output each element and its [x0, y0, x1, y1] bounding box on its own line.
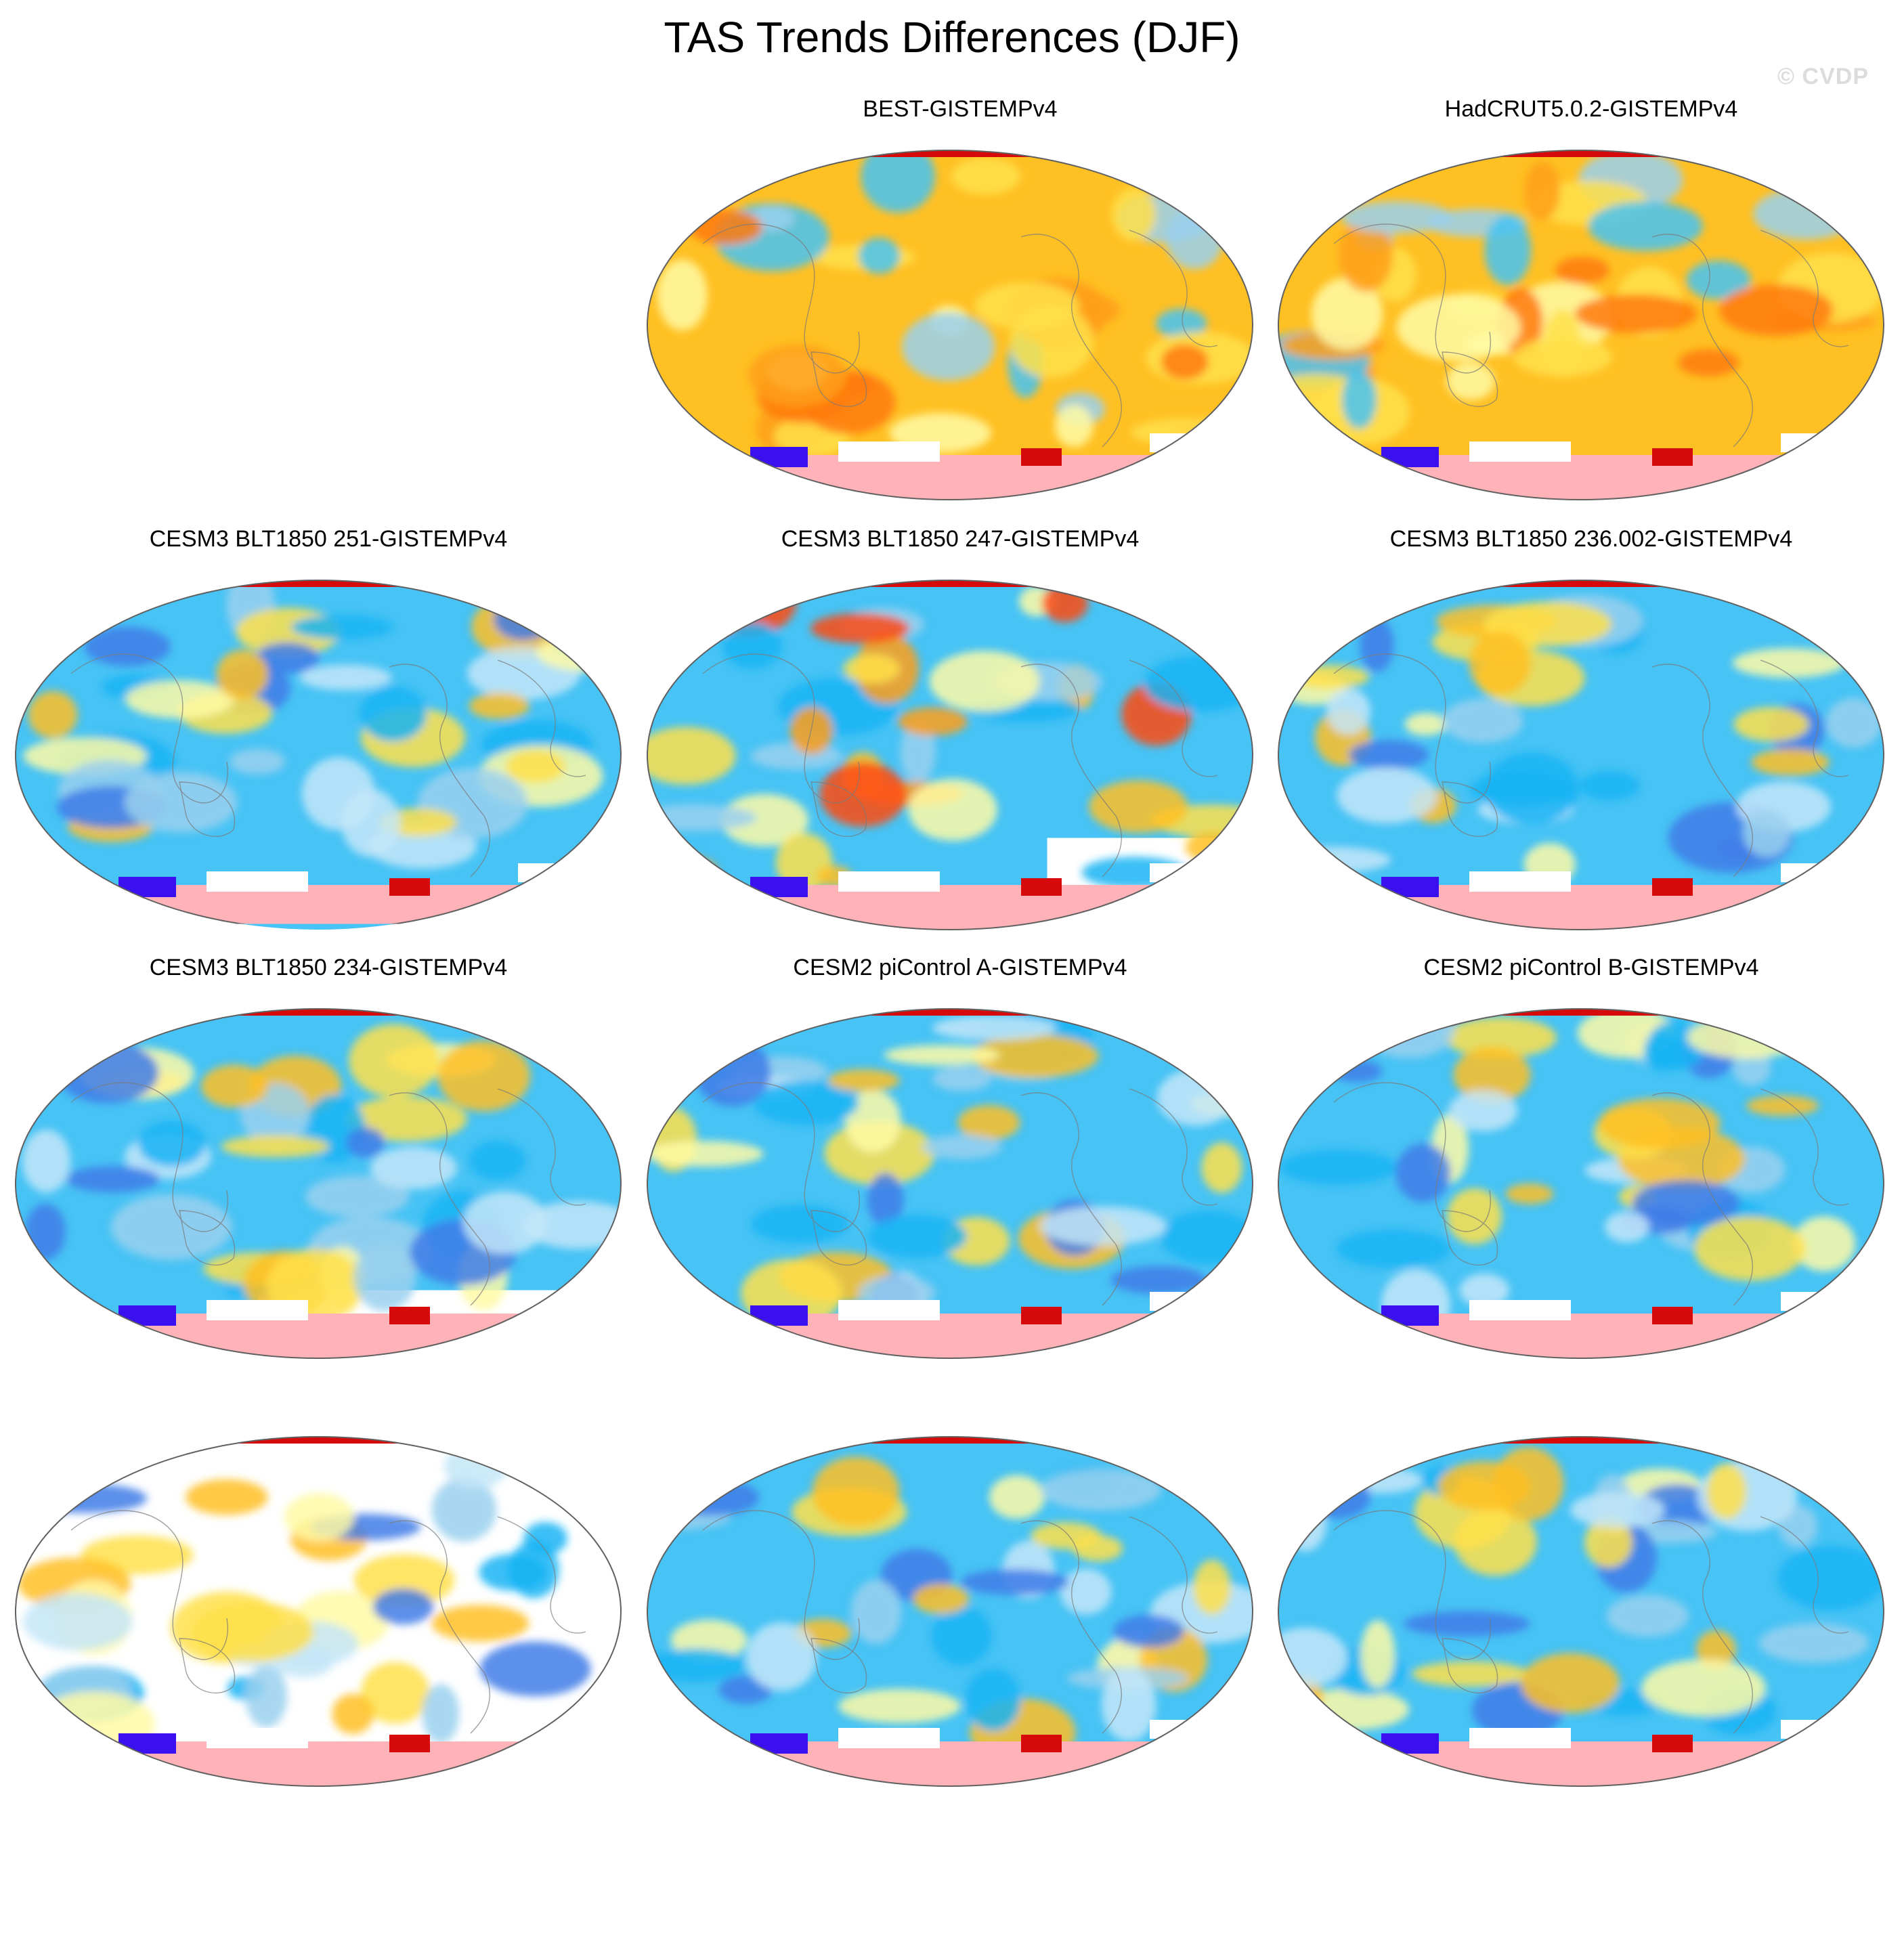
colorbar-swatch [1539, 1863, 1605, 1894]
colorbar-swatch [1146, 1863, 1212, 1894]
trend-map [642, 129, 1258, 508]
colorbar-tick-label: -0.5 [792, 1907, 848, 1943]
map-panel: CESM2 piControl C-GISTEMPv4 [10, 1383, 647, 1789]
map-panel: CESM3 BLT1850 234-GISTEMPv4 [10, 955, 647, 1361]
colorbar-tick-label: 6 [1465, 1907, 1483, 1943]
colorbar-svg: -6 -4 -2 -0.5 0 0.5 2 4 6 [0, 1855, 1904, 1947]
colorbar-swatch [819, 1863, 885, 1894]
map-panel: CESM3 BLT1850 236.002-GISTEMPv4 [1273, 526, 1904, 932]
colorbar-tick-label: -4 [543, 1907, 572, 1943]
panel-title: CESM2 piControl B-GISTEMPv4 [1273, 955, 1904, 981]
colorbar-swatch [754, 1863, 820, 1894]
trend-map [642, 559, 1258, 938]
colorbar-tick-label: -2 [674, 1907, 704, 1943]
trend-map [10, 987, 626, 1366]
colorbar-swatch [689, 1863, 754, 1894]
colorbar-swatch [1408, 1863, 1474, 1894]
colorbar-tick-label: 2 [1203, 1907, 1221, 1943]
colorbar-swatch [427, 1863, 492, 1894]
figure-title: TAS Trends Differences (DJF) [0, 12, 1904, 62]
colorbar-tick-label: 0.5 [1058, 1907, 1104, 1943]
map-panel: CESM3 BLT1850 251-GISTEMPv4 [10, 526, 647, 932]
colorbar-swatch [1212, 1863, 1278, 1894]
map-panel: CESM2 piControl D-GISTEMPv4 [642, 1383, 1278, 1789]
colorbar-tick-label: 4 [1334, 1907, 1352, 1943]
panel-title: CESM2 piControl D-GISTEMPv4 [642, 1383, 1278, 1409]
panel-title: BEST-GISTEMPv4 [642, 96, 1278, 123]
colorbar-swatch [362, 1863, 427, 1894]
trend-map [10, 1415, 626, 1794]
trend-map [1273, 987, 1889, 1366]
trend-map [1273, 559, 1889, 938]
colorbar-swatch [1474, 1863, 1540, 1894]
panel-title: CESM3 BLT1850 236.002-GISTEMPv4 [1273, 526, 1904, 552]
panel-title: CESM3 BLT1850 247-GISTEMPv4 [642, 526, 1278, 552]
panel-title: CESM2 piControl A-GISTEMPv4 [642, 955, 1278, 981]
panel-title: CESM2 piControl E-GISTEMPv4 [1273, 1383, 1904, 1409]
colorbar-swatch [951, 1863, 1016, 1894]
panel-title: CESM3 BLT1850 234-GISTEMPv4 [10, 955, 647, 981]
panel-title: CESM3 BLT1850 251-GISTEMPv4 [10, 526, 647, 552]
colorbar: -6 -4 -2 -0.5 0 0.5 2 4 6 [0, 1855, 1904, 1947]
map-panel: HadCRUT5.0.2-GISTEMPv4 [1273, 96, 1904, 502]
map-panel: CESM2 piControl A-GISTEMPv4 [642, 955, 1278, 1361]
colorbar-swatch [885, 1863, 951, 1894]
map-panel: CESM3 BLT1850 247-GISTEMPv4 [642, 526, 1278, 932]
colorbar-tick-label: -6 [412, 1907, 441, 1943]
panel-title: HadCRUT5.0.2-GISTEMPv4 [1273, 96, 1904, 123]
cvdp-watermark: © CVDP [1777, 64, 1869, 90]
colorbar-swatch [623, 1863, 689, 1894]
colorbar-swatch [492, 1863, 558, 1894]
map-panel: CESM2 piControl E-GISTEMPv4 [1273, 1383, 1904, 1789]
trend-map [10, 559, 626, 938]
panel-title: CESM2 piControl C-GISTEMPv4 [10, 1383, 647, 1409]
trend-map [642, 1415, 1258, 1794]
colorbar-swatch [296, 1863, 362, 1894]
colorbar-swatch [1081, 1863, 1147, 1894]
map-panel: BEST-GISTEMPv4 [642, 96, 1278, 502]
colorbar-swatch [558, 1863, 624, 1894]
trend-map [642, 987, 1258, 1366]
trend-map [1273, 1415, 1889, 1794]
trend-map [1273, 129, 1889, 508]
map-panel: CESM2 piControl B-GISTEMPv4 [1273, 955, 1904, 1361]
colorbar-swatch [1278, 1863, 1343, 1894]
colorbar-swatch [1016, 1863, 1081, 1894]
colorbar-tick-label: 0 [941, 1907, 959, 1943]
colorbar-swatch [1343, 1863, 1408, 1894]
